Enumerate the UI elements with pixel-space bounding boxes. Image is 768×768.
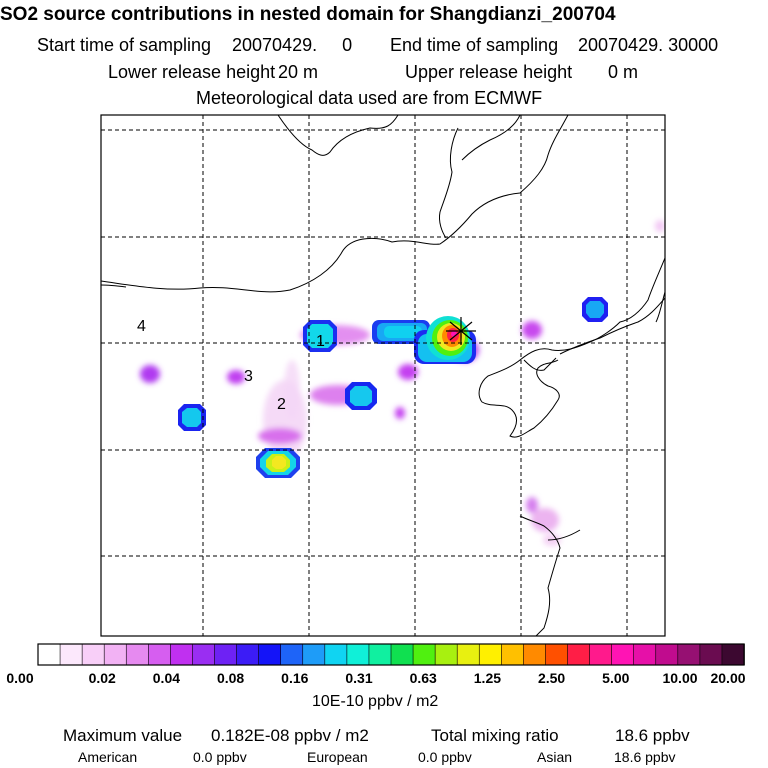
receptor-station-marker [446, 317, 476, 345]
colorbar-swatch [280, 643, 304, 666]
colorbar-swatch [192, 643, 216, 666]
colorbar-swatch [589, 643, 613, 666]
colorbar-swatch [501, 643, 525, 666]
colorbar-units: 10E-10 ppbv / m2 [312, 693, 439, 710]
colorbar-swatch [125, 643, 150, 666]
upper-height-label: Upper release height [405, 62, 573, 82]
region-label-4: 4 [137, 318, 146, 335]
graticule [101, 115, 665, 636]
colorbar-swatch [103, 643, 128, 666]
region-label-2: 2 [277, 396, 286, 413]
colorbar-swatch [236, 643, 260, 666]
american-label: American [78, 749, 138, 765]
colorbar-swatch [148, 643, 172, 666]
american-value: 0.0 ppbv [193, 749, 247, 765]
colorbar-tick-label: 2.50 [537, 670, 566, 686]
concentration-cells [178, 297, 608, 478]
colorbar-swatch [567, 643, 591, 666]
colorbar-swatch [170, 643, 194, 666]
max-value-label: Maximum value [63, 726, 183, 745]
colorbar-swatch [214, 643, 238, 666]
european-value: 0.0 ppbv [418, 749, 472, 765]
colorbar-swatch [523, 643, 547, 666]
coastlines [101, 115, 665, 636]
colorbar-swatch [324, 643, 348, 666]
colorbar-swatch [456, 643, 481, 666]
colorbar-tick-label: 0.04 [152, 670, 181, 686]
colorbar-swatch [81, 643, 105, 666]
colorbar-tick-label: 0.08 [216, 670, 245, 686]
colorbar-swatch [368, 643, 392, 666]
colorbar-swatch [346, 643, 370, 666]
colorbar-swatch [390, 643, 414, 666]
region-label-1: 1 [316, 333, 325, 350]
colorbar-swatch [412, 643, 436, 666]
colorbar-border [37, 643, 745, 666]
total-mixing-value: 18.6 ppbv [615, 726, 690, 745]
end-time-label: End time of sampling [390, 35, 559, 55]
colorbar-swatch [545, 643, 569, 666]
colorbar-tick-label: 0.63 [409, 670, 437, 686]
colorbar-tick-label: 20.00 [710, 670, 746, 686]
lower-height-value: 20 m [278, 62, 319, 82]
colorbar-swatch [478, 643, 503, 666]
colorbar-swatch [699, 643, 723, 666]
upper-height-value: 0 m [608, 62, 639, 82]
asian-label: Asian [537, 749, 573, 765]
end-time-value: 20070429. 30000 [578, 35, 719, 55]
colorbar-swatch [611, 643, 635, 666]
colorbar-swatch [655, 643, 679, 666]
colorbar-swatch [302, 643, 326, 666]
colorbar-tick-label: 1.25 [473, 670, 502, 686]
colorbar-tick-label: 0.00 [6, 670, 34, 686]
colorbar-swatch [59, 643, 83, 666]
asian-value: 18.6 ppbv [614, 749, 676, 765]
map-plot-area [101, 115, 665, 636]
colorbar-swatch [37, 643, 61, 666]
max-value: 0.182E-08 ppbv / m2 [211, 726, 369, 745]
colorbar-tick-label: 0.31 [345, 670, 373, 686]
colorbar-tick-label: 5.00 [602, 670, 630, 686]
colorbar-tick-label: 0.02 [88, 670, 116, 686]
total-mixing-label: Total mixing ratio [431, 726, 559, 745]
colorbar-swatch [721, 643, 745, 666]
map-frame [100, 114, 666, 637]
map-title: SO2 source contributions in nested domai… [0, 4, 616, 25]
colorbar-swatch [258, 643, 282, 666]
colorbar-swatch [434, 643, 458, 666]
concentration-haze [140, 220, 665, 546]
start-time-value: 20070429. 0 [232, 35, 353, 55]
colorbar-swatch [633, 643, 657, 666]
european-label: European [307, 749, 368, 765]
colorbar-tick-label: 10.00 [662, 670, 698, 686]
colorbar-tick-label: 0.16 [281, 670, 309, 686]
colorbar-swatch [677, 643, 701, 666]
lower-height-label: Lower release height [108, 62, 276, 82]
colorbar [37, 643, 745, 666]
region-label-3: 3 [244, 368, 253, 385]
start-time-label: Start time of sampling [37, 35, 212, 55]
meteorological-source: Meteorological data used are from ECMWF [196, 88, 543, 108]
